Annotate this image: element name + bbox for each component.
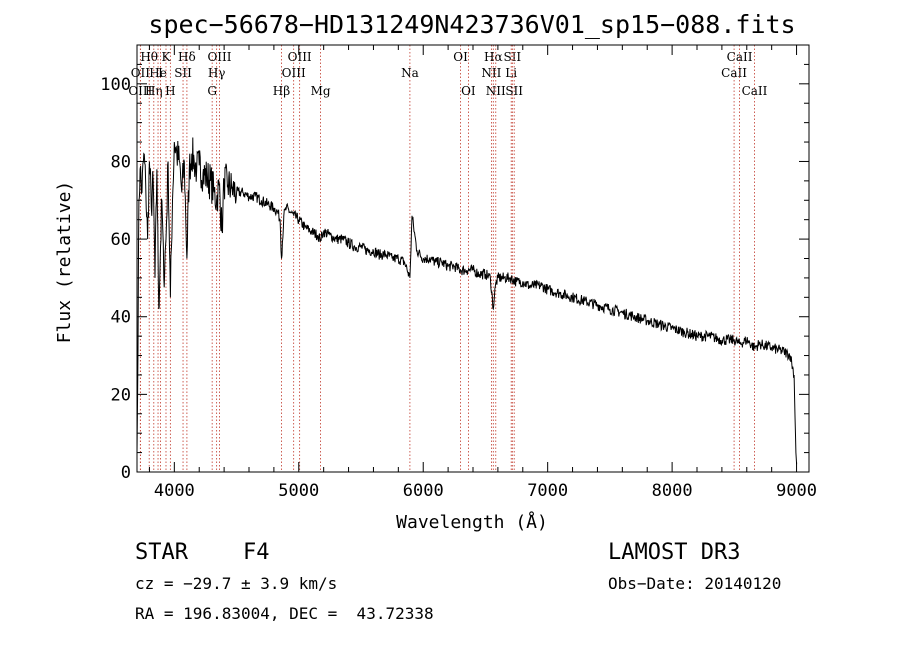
marker-label-20: NII <box>481 66 501 80</box>
x-tick-label-3: 7000 <box>527 481 568 501</box>
observation-date: Obs−Date: 20140120 <box>608 574 782 593</box>
marker-label-23: Li <box>505 66 517 80</box>
marker-label-3: Hη <box>145 84 163 98</box>
y-tick-label-3: 60 <box>111 230 131 250</box>
marker-label-19: OI <box>461 84 476 98</box>
marker-label-2: Hθ <box>140 50 158 64</box>
marker-label-11: Hγ <box>208 66 226 80</box>
marker-label-14: OIII <box>282 66 306 80</box>
object-class: STAR <box>135 540 188 565</box>
marker-label-18: OI <box>453 50 468 64</box>
y-tick-label-5: 100 <box>100 75 131 95</box>
spectrum-chart: spec−56678−HD131249N423736V01_sp15−088.f… <box>54 10 817 533</box>
marker-label-26: CaII <box>721 66 747 80</box>
x-tick-label-0: 4000 <box>154 481 195 501</box>
x-tick-label-1: 5000 <box>278 481 319 501</box>
marker-label-9: Hδ <box>178 50 196 64</box>
marker-label-6: K <box>162 50 172 64</box>
marker-label-25: SII <box>505 84 523 98</box>
coordinates: RA = 196.83004, DEC = 43.72338 <box>135 604 434 623</box>
marker-label-7: H <box>165 84 175 98</box>
x-tick-label-2: 6000 <box>403 481 444 501</box>
marker-label-17: Na <box>401 66 419 80</box>
marker-label-12: OIII <box>207 50 231 64</box>
y-tick-label-0: 0 <box>121 463 131 483</box>
survey-name: LAMOST DR3 <box>608 540 741 565</box>
marker-label-27: CaII <box>727 50 753 64</box>
y-tick-label-2: 40 <box>111 308 131 328</box>
spectral-line-markers: OIIOIIIHθHηHeIKHSIIHδGHγOIIIHβOIIIOIIIMg… <box>128 45 768 472</box>
x-axis-label: Wavelength (Å) <box>396 511 548 533</box>
y-axis-label: Flux (relative) <box>54 181 75 344</box>
y-tick-label-4: 80 <box>111 152 131 172</box>
redshift-velocity: cz = −29.7 ± 3.9 km/s <box>135 574 338 593</box>
plot-frame <box>136 44 810 473</box>
spectral-subclass: F4 <box>243 540 270 565</box>
marker-label-10: G <box>207 84 217 98</box>
marker-label-15: OIII <box>288 50 312 64</box>
series-layer <box>136 137 798 465</box>
marker-label-1: OIII <box>128 84 152 98</box>
axis-ticks: 4000 5000 6000 7000 8000 9000 0 20 40 60 80 100 <box>100 45 817 501</box>
chart-title: spec−56678−HD131249N423736V01_sp15−088.f… <box>148 10 795 39</box>
marker-label-16: Mg <box>311 84 331 98</box>
marker-label-28: CaII <box>742 84 768 98</box>
marker-label-5: I <box>158 66 163 80</box>
y-tick-label-1: 20 <box>111 385 131 405</box>
marker-label-8: SII <box>174 66 192 80</box>
marker-label-24: SII <box>503 50 521 64</box>
marker-label-21: Hα <box>484 50 503 64</box>
marker-label-4: He <box>149 66 167 80</box>
x-tick-label-5: 9000 <box>776 481 817 501</box>
marker-label-13: Hβ <box>273 84 290 98</box>
marker-label-22: NII <box>486 84 506 98</box>
spectrum-line <box>136 137 798 465</box>
x-tick-label-4: 8000 <box>652 481 693 501</box>
